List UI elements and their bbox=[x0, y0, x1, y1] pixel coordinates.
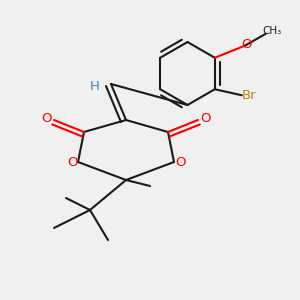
Text: O: O bbox=[241, 38, 251, 51]
Text: O: O bbox=[41, 112, 52, 125]
Text: H: H bbox=[90, 80, 99, 93]
Text: CH₃: CH₃ bbox=[263, 26, 282, 36]
Text: O: O bbox=[175, 155, 185, 169]
Text: O: O bbox=[67, 155, 77, 169]
Text: O: O bbox=[200, 112, 211, 125]
Text: Br: Br bbox=[242, 89, 256, 102]
